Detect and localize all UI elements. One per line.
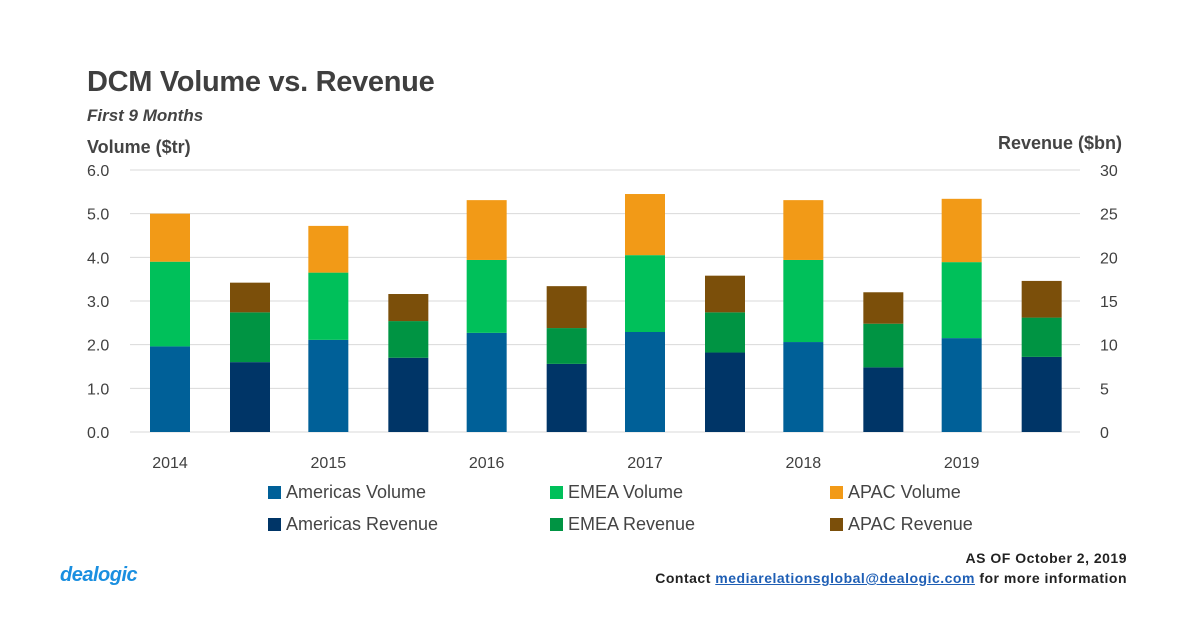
x-tick: 2017 [627, 455, 663, 472]
bar-emea-volume [466, 259, 507, 333]
bar-americas-revenue [546, 363, 587, 432]
legend-label: APAC Volume [848, 482, 961, 502]
dealogic-logo: dealogic [60, 564, 138, 586]
bar-apac-volume [625, 194, 665, 256]
legend-swatch [550, 486, 563, 499]
bar-americas-volume [941, 338, 982, 432]
legend-label: Americas Volume [286, 482, 427, 502]
legend-swatch [268, 486, 281, 499]
bar-apac-volume [466, 200, 507, 260]
y-tick-left: 0.0 [87, 425, 109, 442]
y-tick-left: 5.0 [87, 207, 109, 224]
y-axis-left-label: Volume ($tr) [87, 137, 191, 157]
y-tick-left: 6.0 [87, 163, 109, 180]
y-tick-left: 3.0 [87, 294, 109, 311]
contact-line: Contact mediarelationsglobal@dealogic.co… [655, 568, 1127, 588]
contact-email-link[interactable]: mediarelationsglobal@dealogic.com [715, 570, 975, 586]
y-tick-right: 25 [1100, 207, 1118, 224]
legend-swatch [830, 486, 843, 499]
bar-emea-revenue [705, 312, 745, 353]
bar-emea-revenue [863, 323, 904, 368]
bar-americas-volume [308, 339, 349, 432]
bar-americas-revenue [705, 352, 745, 432]
legend-item: APAC Revenue [830, 514, 973, 535]
legend-swatch [550, 518, 563, 531]
y-tick-left: 2.0 [87, 338, 109, 355]
bar-americas-volume [625, 332, 665, 432]
bar-americas-volume [466, 332, 507, 432]
footer: AS OF October 2, 2019 Contact mediarelat… [655, 548, 1127, 588]
bar-americas-revenue [230, 362, 270, 432]
legend-label: EMEA Volume [568, 482, 684, 502]
contact-prefix: Contact [655, 570, 711, 586]
legend-swatch [268, 518, 281, 531]
x-tick: 2019 [944, 455, 980, 472]
contact-suffix: for more information [979, 570, 1127, 586]
chart-title: DCM Volume vs. Revenue [87, 66, 435, 98]
bar-apac-volume [783, 200, 824, 260]
x-tick: 2016 [469, 455, 505, 472]
y-tick-right: 5 [1100, 381, 1109, 398]
bar-emea-revenue [546, 328, 587, 364]
chart-legend: Americas Volume EMEA Volume APAC Volume Ame… [0, 482, 1200, 542]
y-tick-left: 1.0 [87, 381, 109, 398]
legend-item: EMEA Revenue [550, 514, 695, 535]
bar-apac-revenue [546, 286, 587, 329]
y-tick-right: 20 [1100, 250, 1118, 267]
legend-label: APAC Revenue [848, 514, 973, 534]
bar-apac-revenue [388, 294, 429, 322]
legend-item: EMEA Volume [550, 482, 683, 503]
bar-apac-revenue [705, 275, 745, 313]
bar-americas-revenue [388, 357, 429, 432]
bar-apac-volume [150, 213, 190, 262]
legend-item: Americas Revenue [268, 514, 438, 535]
chart-subtitle: First 9 Months [87, 106, 204, 125]
y-tick-left: 4.0 [87, 250, 109, 267]
bar-emea-volume [625, 255, 665, 333]
bar-emea-volume [941, 262, 982, 339]
as-of-date: AS OF October 2, 2019 [965, 550, 1127, 566]
bar-apac-revenue [1021, 280, 1062, 318]
legend-label: Americas Revenue [286, 514, 439, 534]
x-tick: 2014 [152, 455, 188, 472]
bar-americas-revenue [1021, 356, 1062, 432]
y-axis-right-label: Revenue ($bn) [997, 133, 1122, 153]
legend-item: Americas Volume [268, 482, 426, 503]
bar-emea-revenue [388, 321, 429, 358]
bar-americas-revenue [863, 367, 904, 432]
x-tick: 2018 [786, 455, 822, 472]
bar-apac-revenue [863, 292, 904, 324]
bar-emea-revenue [1021, 317, 1062, 357]
bar-apac-volume [941, 198, 982, 263]
y-tick-right: 10 [1100, 338, 1118, 355]
legend-swatch [830, 518, 843, 531]
y-tick-right: 30 [1100, 163, 1118, 180]
bar-emea-volume [308, 272, 349, 340]
bar-americas-volume [150, 346, 190, 432]
y-tick-right: 15 [1100, 294, 1118, 311]
legend-label: EMEA Revenue [568, 514, 696, 534]
bar-emea-revenue [230, 312, 270, 363]
bar-emea-volume [783, 259, 824, 343]
bar-apac-revenue [230, 282, 270, 313]
bar-americas-volume [783, 342, 824, 432]
y-tick-right: 0 [1100, 425, 1109, 442]
bar-apac-volume [308, 225, 349, 273]
x-tick: 2015 [311, 455, 347, 472]
bar-emea-volume [150, 261, 190, 347]
legend-item: APAC Volume [830, 482, 961, 503]
